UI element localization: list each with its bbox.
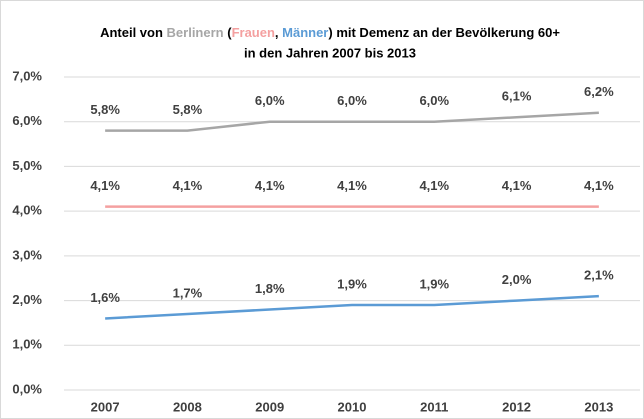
chart-title: Anteil von Berlinern (Frauen, Männer) mi… (100, 25, 560, 40)
title-part: ) mit Demenz an der Bevölkerung 60+ (328, 25, 560, 40)
y-tick-label: 4,0% (12, 203, 42, 218)
data-label: 1,9% (419, 276, 449, 291)
data-label: 4,1% (502, 178, 532, 193)
data-label: 2,0% (502, 272, 532, 287)
title-part: , (275, 25, 282, 40)
data-label: 6,0% (419, 93, 449, 108)
data-label: 5,8% (90, 102, 120, 117)
title-part: Frauen (232, 25, 275, 40)
data-label: 6,2% (584, 84, 614, 99)
series-line (105, 111, 599, 132)
data-label: 5,8% (173, 102, 203, 117)
data-label: 4,1% (337, 178, 367, 193)
data-label: 6,1% (502, 89, 532, 104)
data-label: 6,0% (337, 93, 367, 108)
data-label: 1,6% (90, 290, 120, 305)
chart-subtitle: in den Jahren 2007 bis 2013 (244, 45, 416, 60)
x-tick-label: 2007 (91, 399, 120, 414)
data-label: 4,1% (419, 178, 449, 193)
x-tick-label: 2011 (420, 399, 448, 414)
data-label: 2,1% (584, 268, 614, 283)
y-tick-label: 2,0% (12, 292, 42, 307)
y-tick-label: 6,0% (12, 113, 42, 128)
title-part: Männer (282, 25, 328, 40)
data-label: 1,9% (337, 276, 367, 291)
y-tick-label: 5,0% (12, 158, 42, 173)
data-label: 4,1% (173, 178, 203, 193)
title-part: Anteil von (100, 25, 166, 40)
data-label: 4,1% (90, 178, 120, 193)
y-tick-label: 3,0% (12, 247, 42, 262)
x-tick-label: 2010 (338, 399, 367, 414)
data-label: 4,1% (584, 178, 614, 193)
x-tick-label: 2013 (584, 399, 613, 414)
data-label: 1,8% (255, 281, 285, 296)
x-tick-label: 2008 (173, 399, 202, 414)
title-part: ( (224, 25, 233, 40)
x-tick-label: 2012 (502, 399, 531, 414)
data-label: 1,7% (173, 285, 203, 300)
title-part: Berlinern (167, 25, 224, 40)
data-label: 6,0% (255, 93, 285, 108)
y-tick-label: 0,0% (12, 381, 42, 396)
x-tick-label: 2009 (255, 399, 284, 414)
y-tick-label: 1,0% (12, 337, 42, 352)
data-label: 4,1% (255, 178, 285, 193)
y-tick-label: 7,0% (12, 68, 42, 83)
series-line (105, 294, 599, 320)
